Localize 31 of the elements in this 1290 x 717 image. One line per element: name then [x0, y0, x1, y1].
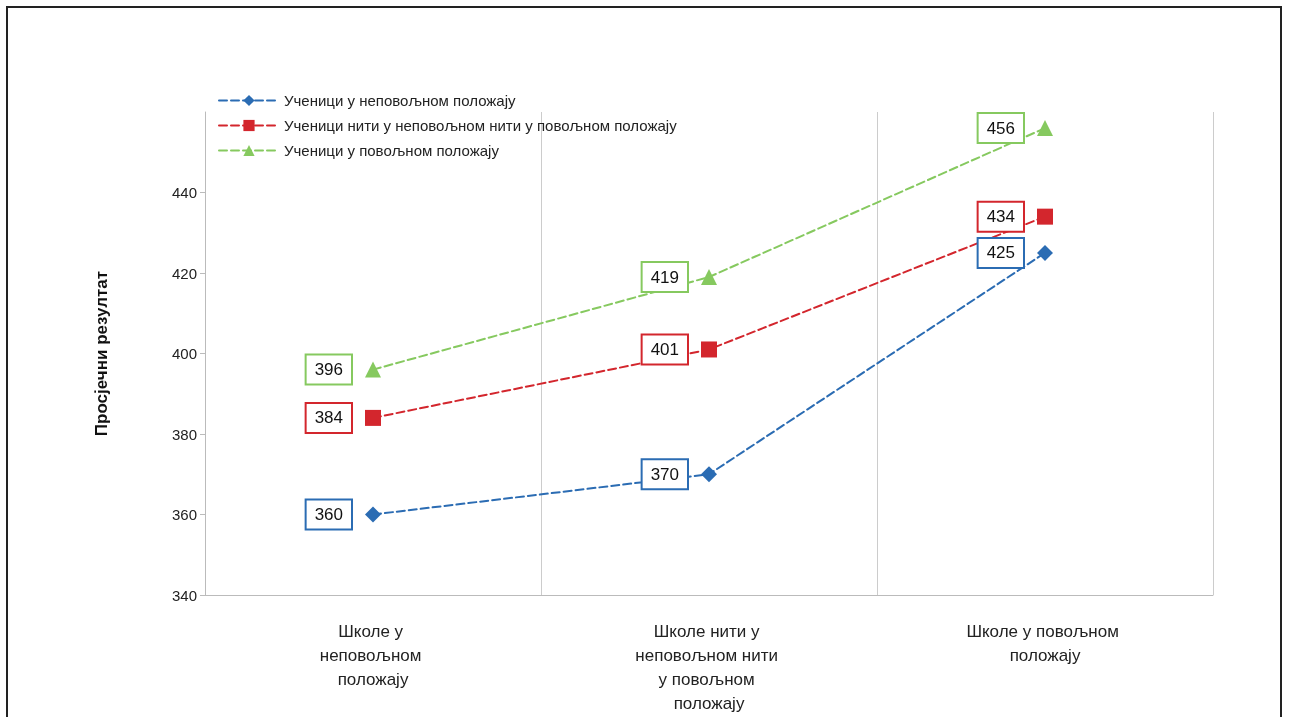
y-axis-title: Просјечни резултат	[92, 270, 111, 437]
data-label: 425	[986, 243, 1015, 263]
data-label: 456	[986, 118, 1015, 138]
point	[701, 466, 717, 483]
point	[1037, 244, 1053, 261]
y-tick-label: 380	[171, 425, 197, 443]
y-tick-label: 340	[171, 586, 197, 604]
x-tick-label: Школе у повољном положају	[966, 621, 1124, 665]
y-tick-label: 360	[171, 506, 197, 523]
data-label: 419	[650, 267, 679, 287]
point	[701, 269, 717, 286]
data-label: 384	[314, 408, 343, 428]
legend-label: Ученици у неповољном положају	[284, 92, 517, 109]
point	[365, 409, 381, 426]
data-label: 434	[986, 207, 1015, 227]
x-tick-label: Школе нити у неповољном нити у повољном положају	[635, 621, 783, 713]
point	[365, 361, 381, 378]
point	[1037, 120, 1053, 137]
y-tick-label: 440	[171, 184, 197, 201]
point	[701, 341, 717, 358]
data-label: 401	[650, 339, 679, 359]
y-tick-label: 400	[171, 345, 197, 362]
legend-label: Ученици у повољном положају	[284, 142, 500, 159]
point	[1037, 208, 1053, 225]
x-tick-label: Школе у неповољном положају	[319, 621, 427, 689]
data-label: 396	[314, 360, 343, 380]
legend-label: Ученици нити у неповољном нити у повољном положају	[284, 117, 678, 134]
data-label: 370	[650, 464, 679, 484]
data-label: 360	[314, 505, 343, 524]
point	[365, 506, 381, 523]
y-tick-label: 420	[171, 264, 197, 282]
